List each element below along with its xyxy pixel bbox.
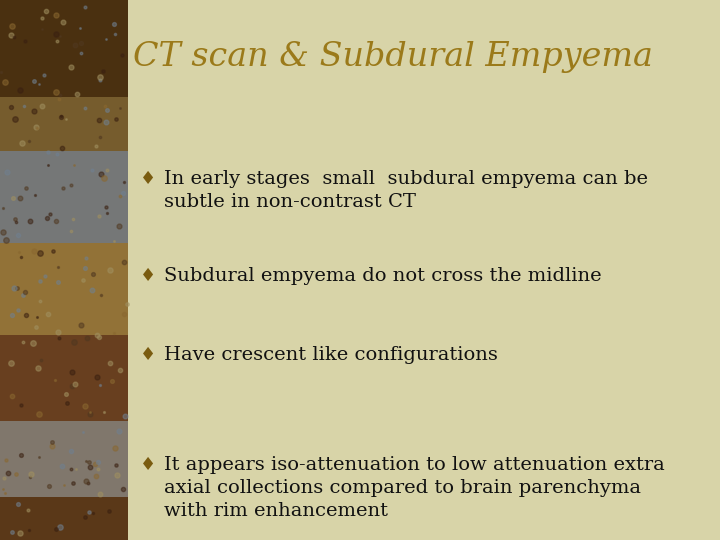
Text: It appears iso-attenuation to low attenuation extra
axial collections compared t: It appears iso-attenuation to low attenu… [164, 456, 665, 520]
FancyBboxPatch shape [0, 497, 128, 540]
FancyBboxPatch shape [0, 151, 128, 243]
Text: In early stages  small  subdural empyema can be
subtle in non-contrast CT: In early stages small subdural empyema c… [164, 170, 648, 211]
FancyBboxPatch shape [128, 0, 720, 540]
FancyBboxPatch shape [0, 243, 128, 335]
Text: ♦: ♦ [140, 346, 156, 363]
Text: CT scan & Subdural Empyema: CT scan & Subdural Empyema [133, 40, 653, 73]
Text: Have crescent like configurations: Have crescent like configurations [164, 346, 498, 363]
FancyBboxPatch shape [0, 0, 128, 540]
FancyBboxPatch shape [0, 0, 128, 97]
Text: Subdural empyema do not cross the midline: Subdural empyema do not cross the midlin… [164, 267, 602, 285]
Text: ♦: ♦ [140, 170, 156, 188]
Text: ♦: ♦ [140, 267, 156, 285]
Text: ♦: ♦ [140, 456, 156, 474]
FancyBboxPatch shape [0, 335, 128, 421]
FancyBboxPatch shape [0, 421, 128, 497]
FancyBboxPatch shape [0, 97, 128, 151]
